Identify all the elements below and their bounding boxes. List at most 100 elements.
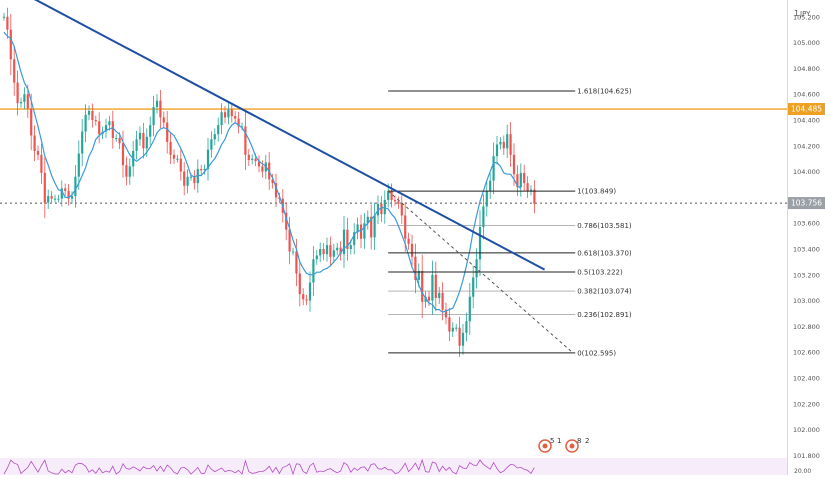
candle xyxy=(346,218,349,261)
candle xyxy=(502,135,505,155)
candle xyxy=(77,140,80,190)
candle xyxy=(162,111,165,129)
fib-level-label: 0.786(103.581) xyxy=(577,222,632,230)
candle xyxy=(523,164,526,192)
candle xyxy=(407,232,410,250)
candle-body xyxy=(162,117,165,123)
candle-body xyxy=(516,174,519,188)
candle xyxy=(441,282,444,321)
candle xyxy=(125,156,128,186)
currency-label: JPY xyxy=(799,10,811,18)
candle xyxy=(444,302,448,325)
candle xyxy=(220,103,223,135)
candle xyxy=(135,130,138,160)
candle-body xyxy=(417,270,420,280)
candle xyxy=(230,103,233,123)
candle-body xyxy=(84,114,87,132)
candle xyxy=(526,176,529,198)
price-tick-label: 102.800 xyxy=(793,323,820,331)
candle-body xyxy=(342,229,346,255)
candle-body xyxy=(169,141,172,155)
candle-body xyxy=(448,317,451,332)
candle xyxy=(203,164,206,175)
price-tick-label: 102.400 xyxy=(793,375,820,383)
candle xyxy=(397,196,400,209)
candle xyxy=(431,260,434,315)
candle-body xyxy=(512,154,516,175)
candle xyxy=(492,142,495,195)
candle-body xyxy=(305,299,308,301)
candle-body xyxy=(138,132,142,140)
candle xyxy=(506,124,509,158)
candle xyxy=(43,157,46,219)
candle xyxy=(183,162,186,196)
candle-body xyxy=(47,196,50,203)
price-scale[interactable]: 1 JPY 20.00 105.200 105.000 104.800 104.600… xyxy=(793,9,820,475)
candle-body xyxy=(183,171,186,186)
fib-level-label: 0.5(103.222) xyxy=(577,268,623,276)
candle-body xyxy=(94,119,97,122)
candle-body xyxy=(16,82,19,104)
candle-body xyxy=(410,243,414,257)
candle xyxy=(166,110,169,154)
candle xyxy=(336,242,339,256)
candle-body xyxy=(468,296,471,322)
candle xyxy=(104,118,108,139)
candle-body xyxy=(189,176,193,178)
projection-dotted-line[interactable] xyxy=(387,190,573,353)
candle xyxy=(98,112,101,144)
candle xyxy=(414,243,417,294)
candle-body xyxy=(237,118,240,127)
candle-body xyxy=(77,153,80,177)
candle xyxy=(529,185,533,196)
candle xyxy=(509,122,512,167)
price-tick-label: 103.400 xyxy=(793,245,820,253)
candle-body xyxy=(390,190,393,200)
candle xyxy=(193,170,196,190)
candle xyxy=(217,117,220,142)
candle xyxy=(74,165,77,208)
candle-body xyxy=(244,126,247,155)
candle-body xyxy=(502,141,505,149)
trendline[interactable] xyxy=(24,0,546,271)
candle-body xyxy=(308,282,312,301)
indicator-line xyxy=(3,458,535,476)
price-tick-label: 102.000 xyxy=(793,426,820,434)
candle-body xyxy=(257,161,261,167)
candle xyxy=(465,312,468,342)
fibonacci-extension-group[interactable]: 1.618(104.625) 1(103.849) 0.786(103.581) 0.… xyxy=(388,87,632,357)
indicator-line-group xyxy=(3,458,535,476)
candle xyxy=(472,265,475,309)
candle xyxy=(274,173,278,207)
candle xyxy=(271,173,274,189)
candle-body xyxy=(98,121,101,135)
fib-level-label: 1.618(104.625) xyxy=(577,87,632,95)
candle xyxy=(478,210,482,277)
candle-body xyxy=(217,125,220,135)
candle xyxy=(115,134,118,142)
candle-body xyxy=(325,245,329,255)
candle xyxy=(247,148,250,166)
candle-body xyxy=(70,196,74,199)
candle-body xyxy=(251,158,254,160)
candle xyxy=(339,241,342,261)
candle xyxy=(251,154,254,165)
price-tick-label: 104.600 xyxy=(793,91,820,99)
candle-body xyxy=(125,165,128,177)
candle xyxy=(342,215,346,268)
candle-body xyxy=(30,108,33,136)
candle-body xyxy=(23,94,26,102)
candle-body xyxy=(172,154,176,159)
candle-body xyxy=(407,238,410,244)
candle xyxy=(237,111,240,134)
candle xyxy=(380,195,383,223)
event-badge-1[interactable]: 5 1 xyxy=(538,437,561,453)
candle xyxy=(223,106,227,124)
candle-body xyxy=(200,169,203,171)
candle xyxy=(373,202,376,251)
candle xyxy=(16,70,19,116)
candle xyxy=(244,111,247,171)
event-badge-2[interactable]: 8 2 xyxy=(565,437,589,453)
candle xyxy=(64,183,67,196)
